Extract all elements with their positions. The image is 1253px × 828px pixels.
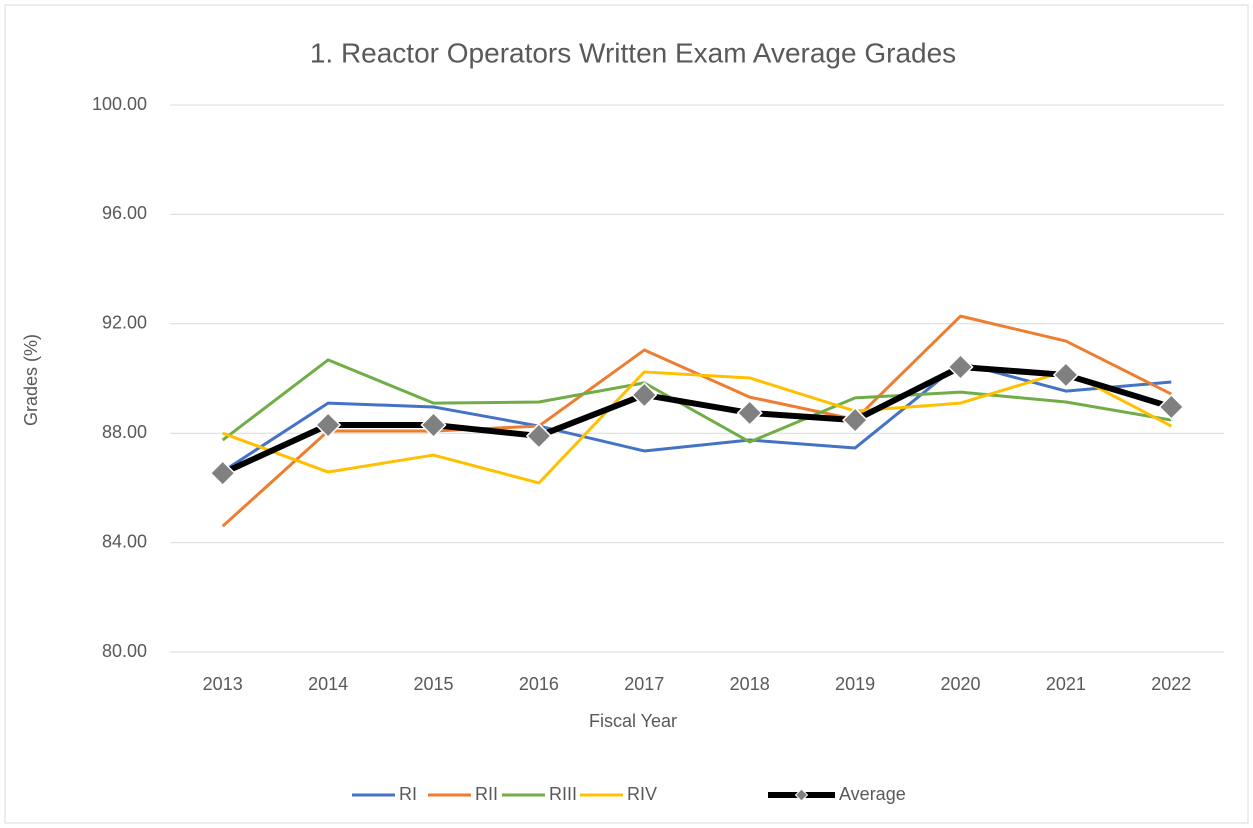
marker bbox=[525, 422, 552, 449]
y-tick-label: 100.00 bbox=[92, 94, 147, 114]
series-line bbox=[221, 361, 1172, 473]
marker bbox=[736, 399, 763, 427]
x-tick-label: 2015 bbox=[413, 674, 453, 694]
x-tick-label: 2019 bbox=[835, 674, 875, 694]
x-tick-label: 2014 bbox=[308, 674, 348, 694]
series-line bbox=[222, 369, 1172, 485]
y-tick-label: 80.00 bbox=[102, 641, 147, 661]
legend-label: Average bbox=[839, 784, 906, 804]
series-line bbox=[221, 358, 1172, 444]
y-axis-label: Grades (%) bbox=[21, 334, 41, 426]
marker bbox=[842, 407, 869, 434]
chart-border bbox=[4, 4, 1249, 824]
marker bbox=[631, 381, 658, 408]
x-tick-label: 2013 bbox=[203, 674, 243, 694]
series-line bbox=[221, 364, 1173, 476]
marker bbox=[1158, 393, 1185, 421]
marker bbox=[209, 460, 236, 487]
legend-marker bbox=[794, 788, 809, 802]
x-tick-label: 2022 bbox=[1151, 674, 1191, 694]
chart-title: 1. Reactor Operators Written Exam Averag… bbox=[310, 37, 956, 68]
x-axis-label: Fiscal Year bbox=[589, 711, 677, 731]
y-tick-label: 88.00 bbox=[102, 422, 147, 442]
x-tick-label: 2017 bbox=[624, 674, 664, 694]
y-tick-label: 92.00 bbox=[102, 313, 147, 333]
legend-label: RIII bbox=[549, 784, 577, 804]
y-tick-label: 84.00 bbox=[102, 531, 147, 551]
x-tick-label: 2018 bbox=[730, 674, 770, 694]
legend-label: RIV bbox=[627, 784, 657, 804]
legend-label: RI bbox=[399, 784, 417, 804]
marker bbox=[1052, 361, 1079, 389]
legend-label: RII bbox=[475, 784, 498, 804]
x-tick-label: 2020 bbox=[940, 674, 980, 694]
marker bbox=[315, 411, 342, 439]
marker bbox=[420, 411, 447, 439]
x-tick-label: 2021 bbox=[1046, 674, 1086, 694]
marker bbox=[947, 353, 974, 381]
x-tick-label: 2016 bbox=[519, 674, 559, 694]
y-tick-label: 96.00 bbox=[102, 203, 147, 223]
